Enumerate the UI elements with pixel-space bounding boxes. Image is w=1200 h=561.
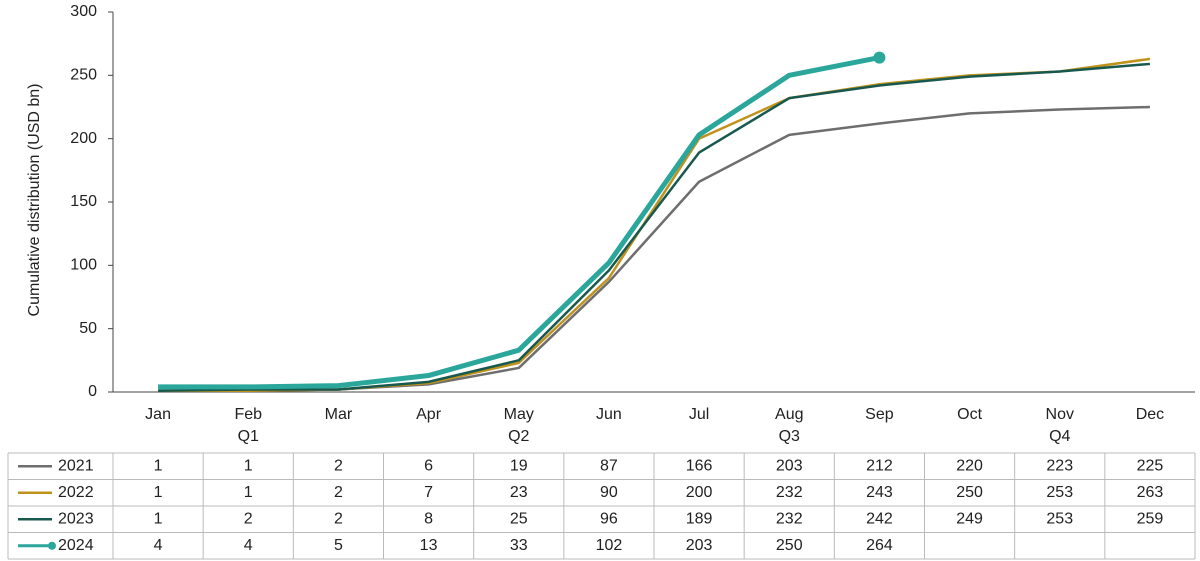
table-value: 166 bbox=[686, 457, 713, 474]
x-tick-label: Jul bbox=[689, 406, 709, 423]
table-value: 4 bbox=[244, 537, 253, 554]
y-tick-label: 50 bbox=[79, 320, 97, 337]
table-value: 242 bbox=[866, 510, 893, 527]
table-value: 189 bbox=[686, 510, 713, 527]
series-line bbox=[158, 55, 880, 390]
table-value: 25 bbox=[510, 510, 528, 527]
table-value: 253 bbox=[1046, 510, 1073, 527]
table-value: 6 bbox=[424, 457, 433, 474]
table-value: 259 bbox=[1137, 510, 1164, 527]
x-tick-label: May bbox=[504, 406, 534, 423]
y-tick-label: 300 bbox=[70, 3, 97, 20]
table-value: 23 bbox=[510, 484, 528, 501]
table-value: 19 bbox=[510, 457, 528, 474]
table-value: 250 bbox=[956, 484, 983, 501]
quarter-label: Q1 bbox=[238, 428, 259, 445]
table-value: 203 bbox=[776, 457, 803, 474]
table-value: 8 bbox=[424, 510, 433, 527]
legend-label: 2024 bbox=[58, 537, 94, 554]
quarter-label: Q4 bbox=[1049, 428, 1070, 445]
table-value: 7 bbox=[424, 484, 433, 501]
x-tick-label: Nov bbox=[1046, 406, 1074, 423]
quarter-label: Q2 bbox=[508, 428, 529, 445]
table-value: 1 bbox=[244, 457, 253, 474]
table-value: 1 bbox=[154, 457, 163, 474]
table-value: 232 bbox=[776, 510, 803, 527]
table-value: 225 bbox=[1137, 457, 1164, 474]
y-tick-label: 0 bbox=[88, 383, 97, 400]
x-tick-label: Apr bbox=[416, 406, 442, 423]
x-tick-label: Sep bbox=[865, 406, 894, 423]
y-axis-label: Cumulative distribution (USD bn) bbox=[26, 84, 43, 317]
table-value: 249 bbox=[956, 510, 983, 527]
table-value: 212 bbox=[866, 457, 893, 474]
table-value: 87 bbox=[600, 457, 618, 474]
end-marker bbox=[873, 51, 886, 64]
table-value: 96 bbox=[600, 510, 618, 527]
x-tick-label: Jun bbox=[596, 406, 622, 423]
table-value: 263 bbox=[1137, 484, 1164, 501]
x-tick-label: Mar bbox=[325, 406, 353, 423]
table-value: 2 bbox=[244, 510, 253, 527]
table-value: 102 bbox=[596, 537, 623, 554]
x-tick-label: Aug bbox=[775, 406, 803, 423]
series-line bbox=[158, 105, 1150, 392]
table-value: 2 bbox=[334, 457, 343, 474]
table-value: 4 bbox=[154, 537, 163, 554]
table-value: 1 bbox=[154, 510, 163, 527]
legend-label: 2023 bbox=[58, 510, 94, 527]
y-tick-label: 100 bbox=[70, 257, 97, 274]
table-value: 223 bbox=[1046, 457, 1073, 474]
table-value: 1 bbox=[244, 484, 253, 501]
table-value: 232 bbox=[776, 484, 803, 501]
legend-label: 2021 bbox=[58, 457, 94, 474]
table-value: 90 bbox=[600, 484, 618, 501]
table-value: 33 bbox=[510, 537, 528, 554]
series-line bbox=[158, 57, 1151, 392]
quarter-label: Q3 bbox=[779, 428, 800, 445]
table-value: 253 bbox=[1046, 484, 1073, 501]
x-tick-label: Dec bbox=[1136, 406, 1164, 423]
x-tick-label: Feb bbox=[234, 406, 262, 423]
y-tick-label: 200 bbox=[70, 130, 97, 147]
x-tick-label: Jan bbox=[145, 406, 171, 423]
legend-label: 2022 bbox=[58, 484, 94, 501]
table-value: 264 bbox=[866, 537, 893, 554]
series-line bbox=[158, 62, 1151, 392]
table-value: 2 bbox=[334, 484, 343, 501]
table-value: 220 bbox=[956, 457, 983, 474]
y-tick-label: 150 bbox=[70, 193, 97, 210]
table-value: 1 bbox=[154, 484, 163, 501]
table-value: 13 bbox=[420, 537, 438, 554]
table-value: 200 bbox=[686, 484, 713, 501]
legend-marker bbox=[48, 541, 56, 550]
table-value: 2 bbox=[334, 510, 343, 527]
table-value: 203 bbox=[686, 537, 713, 554]
table-value: 5 bbox=[334, 537, 343, 554]
table-value: 250 bbox=[776, 537, 803, 554]
x-tick-label: Oct bbox=[957, 406, 982, 423]
y-tick-label: 250 bbox=[70, 67, 97, 84]
table-value: 243 bbox=[866, 484, 893, 501]
